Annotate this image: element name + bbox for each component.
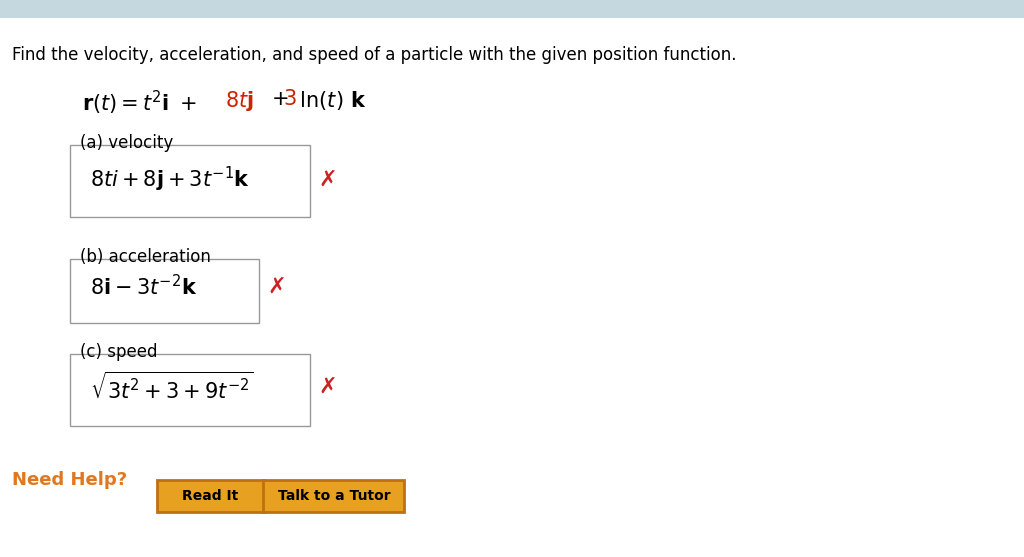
Text: $8\mathbf{i} - 3t^{-2}\mathbf{k}$: $8\mathbf{i} - 3t^{-2}\mathbf{k}$	[90, 274, 198, 300]
Text: (c) speed: (c) speed	[80, 343, 158, 360]
FancyBboxPatch shape	[157, 480, 264, 512]
Text: (a) velocity: (a) velocity	[80, 134, 173, 152]
Text: Talk to a Tutor: Talk to a Tutor	[278, 489, 390, 504]
Text: $3$: $3$	[283, 89, 296, 109]
Text: ✗: ✗	[267, 277, 286, 297]
Text: $\sqrt{3t^2 + 3 + 9t^{-2}}$: $\sqrt{3t^2 + 3 + 9t^{-2}}$	[90, 372, 254, 403]
Text: Read It: Read It	[182, 489, 239, 504]
FancyBboxPatch shape	[70, 259, 259, 323]
Text: $\ \ln(t)\ \mathbf{k}$: $\ \ln(t)\ \mathbf{k}$	[293, 89, 367, 112]
FancyBboxPatch shape	[263, 480, 404, 512]
FancyBboxPatch shape	[70, 145, 310, 217]
Text: $8t\mathit{i} + 8\mathbf{j} + 3t^{-1}\mathbf{k}$: $8t\mathit{i} + 8\mathbf{j} + 3t^{-1}\ma…	[90, 165, 250, 194]
FancyBboxPatch shape	[0, 0, 1024, 18]
FancyBboxPatch shape	[70, 354, 310, 426]
Text: ✗: ✗	[318, 377, 337, 397]
Text: $\ +\ $: $\ +\ $	[261, 89, 290, 109]
Text: $\mathbf{r}(t) = t^2\mathbf{i}\ +\ $: $\mathbf{r}(t) = t^2\mathbf{i}\ +\ $	[82, 89, 198, 118]
Text: ✗: ✗	[318, 169, 337, 189]
Text: (b) acceleration: (b) acceleration	[80, 248, 211, 266]
Text: Find the velocity, acceleration, and speed of a particle with the given position: Find the velocity, acceleration, and spe…	[12, 46, 737, 63]
Text: $8t\mathbf{j}$: $8t\mathbf{j}$	[225, 89, 254, 113]
Text: Need Help?: Need Help?	[12, 471, 127, 488]
